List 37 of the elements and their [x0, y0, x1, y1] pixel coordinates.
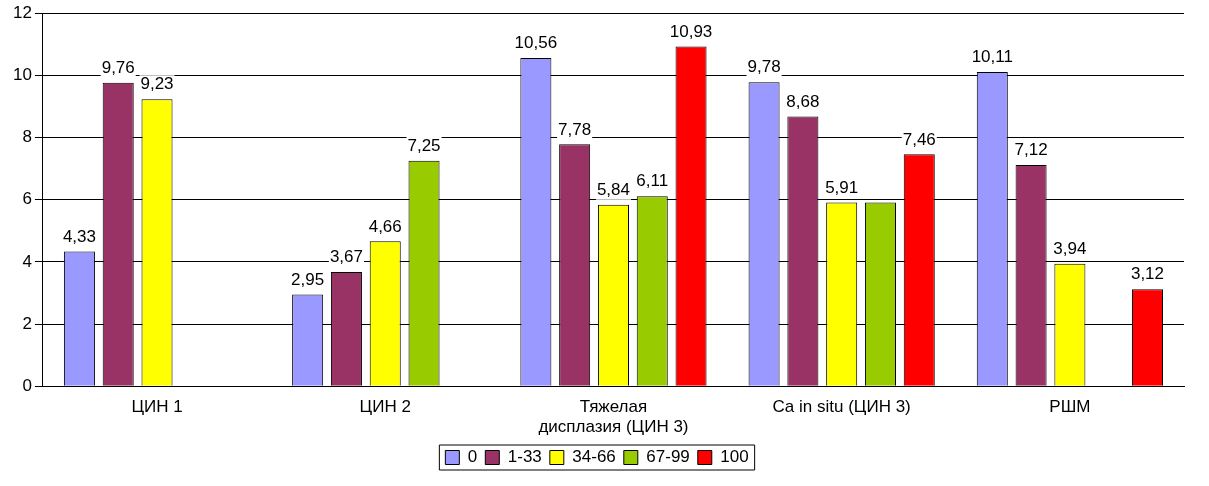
- data-label: 9,78: [747, 57, 781, 77]
- legend-label: 0: [467, 447, 478, 467]
- y-tick-label: 12: [12, 2, 32, 22]
- data-label: 5,84: [596, 179, 630, 199]
- data-label: 2,95: [291, 269, 325, 289]
- data-label: 7,78: [558, 119, 592, 139]
- y-tick-label: 6: [22, 189, 32, 209]
- x-tick-label: ЦИН 2: [359, 397, 411, 417]
- data-label: 9,76: [101, 58, 135, 78]
- data-label: 8,68: [786, 91, 820, 111]
- data-label: 7,12: [1014, 140, 1048, 160]
- x-tick-label: Тяжелая дисплазия (ЦИН 3): [538, 397, 689, 437]
- y-tick-label: 2: [22, 313, 32, 333]
- data-label: 4,33: [62, 226, 96, 246]
- data-label: 3,67: [329, 247, 363, 267]
- x-tick-label: РШМ: [1049, 397, 1091, 417]
- data-label: 6,11: [636, 171, 669, 191]
- legend-label: 67-99: [646, 447, 690, 467]
- data-label: 10,11: [971, 47, 1013, 67]
- legend-label: 1-33: [507, 447, 542, 467]
- y-tick-label: 0: [22, 375, 32, 395]
- data-label: 10,93: [669, 21, 713, 41]
- data-label: 3,94: [1053, 238, 1087, 258]
- legend-label: 100: [720, 447, 749, 467]
- x-tick-label: Ca in situ (ЦИН 3): [772, 397, 911, 417]
- y-tick-label: 8: [22, 127, 32, 147]
- y-tick-label: 10: [12, 65, 32, 85]
- data-label: 5,91: [825, 177, 859, 197]
- x-tick-label: ЦИН 1: [131, 397, 183, 417]
- data-label: 3,12: [1130, 264, 1165, 284]
- data-label: 9,23: [140, 74, 174, 94]
- data-label: 10,56: [514, 33, 558, 53]
- data-label: 7,25: [407, 136, 441, 156]
- data-label: 4,66: [368, 216, 402, 236]
- y-tick-label: 4: [22, 251, 32, 271]
- legend-label: 34-66: [572, 447, 616, 467]
- data-label: 7,46: [902, 129, 936, 149]
